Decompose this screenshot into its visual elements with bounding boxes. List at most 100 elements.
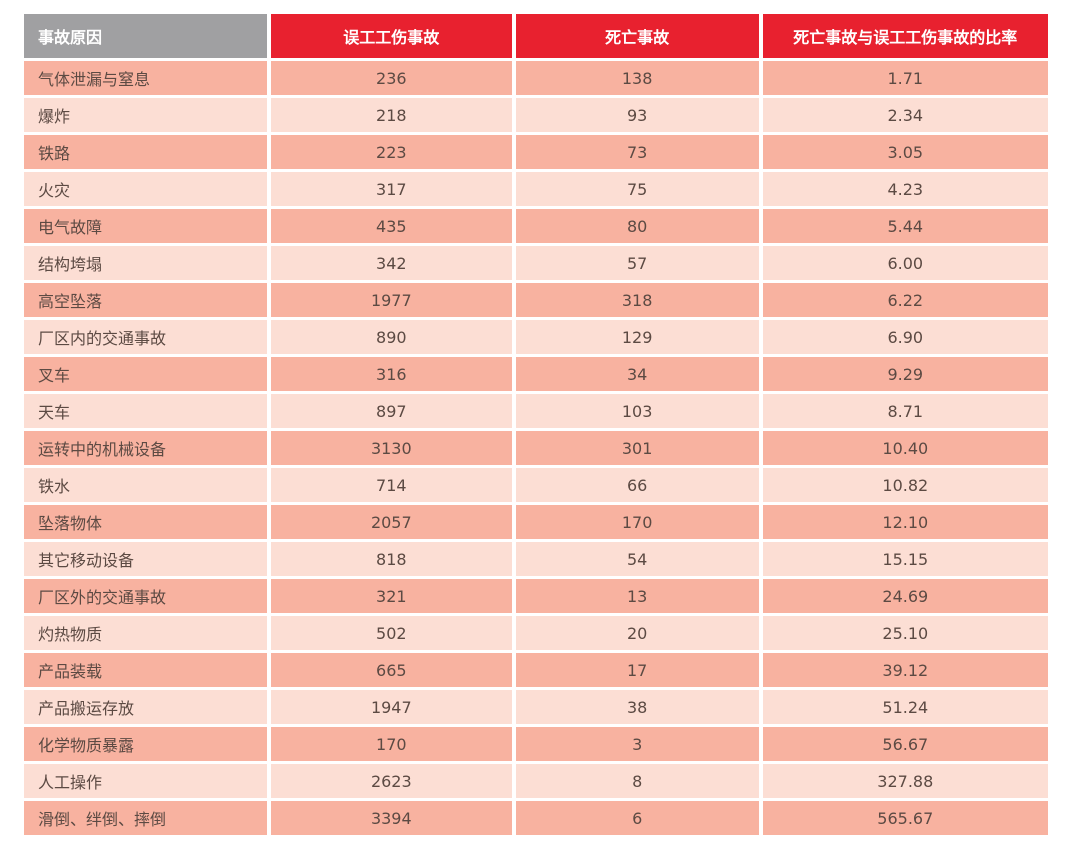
lost-time-injuries-cell: 342 <box>270 246 512 280</box>
table-header: 事故原因 误工工伤事故 死亡事故 死亡事故与误工工伤事故的比率 <box>24 14 1048 58</box>
column-header-cause: 事故原因 <box>24 14 267 58</box>
cause-cell: 厂区内的交通事故 <box>24 320 267 354</box>
ratio-cell: 565.67 <box>762 801 1048 835</box>
table-row: 产品装载 665 17 39.12 <box>24 653 1048 687</box>
cause-cell: 天车 <box>24 394 267 428</box>
fatal-accidents-cell: 93 <box>515 98 759 132</box>
ratio-cell: 6.00 <box>762 246 1048 280</box>
table-row: 叉车 316 34 9.29 <box>24 357 1048 391</box>
fatal-accidents-cell: 57 <box>515 246 759 280</box>
fatal-accidents-cell: 38 <box>515 690 759 724</box>
fatal-accidents-cell: 301 <box>515 431 759 465</box>
cause-cell: 产品装载 <box>24 653 267 687</box>
fatal-accidents-cell: 80 <box>515 209 759 243</box>
lost-time-injuries-cell: 818 <box>270 542 512 576</box>
ratio-cell: 39.12 <box>762 653 1048 687</box>
table-row: 铁路 223 73 3.05 <box>24 135 1048 169</box>
cause-cell: 叉车 <box>24 357 267 391</box>
ratio-cell: 3.05 <box>762 135 1048 169</box>
ratio-cell: 5.44 <box>762 209 1048 243</box>
lost-time-injuries-cell: 897 <box>270 394 512 428</box>
fatal-accidents-cell: 129 <box>515 320 759 354</box>
cause-cell: 人工操作 <box>24 764 267 798</box>
fatal-accidents-cell: 6 <box>515 801 759 835</box>
table-row: 运转中的机械设备 3130 301 10.40 <box>24 431 1048 465</box>
table-row: 灼热物质 502 20 25.10 <box>24 616 1048 650</box>
cause-cell: 火灾 <box>24 172 267 206</box>
lost-time-injuries-cell: 3394 <box>270 801 512 835</box>
fatal-accidents-cell: 138 <box>515 61 759 95</box>
lost-time-injuries-cell: 3130 <box>270 431 512 465</box>
cause-cell: 高空坠落 <box>24 283 267 317</box>
fatal-accidents-cell: 170 <box>515 505 759 539</box>
table-row: 火灾 317 75 4.23 <box>24 172 1048 206</box>
fatal-accidents-cell: 66 <box>515 468 759 502</box>
fatal-accidents-cell: 34 <box>515 357 759 391</box>
lost-time-injuries-cell: 170 <box>270 727 512 761</box>
table-row: 电气故障 435 80 5.44 <box>24 209 1048 243</box>
accident-statistics-table: 事故原因 误工工伤事故 死亡事故 死亡事故与误工工伤事故的比率 气体泄漏与窒息 2… <box>20 11 1052 838</box>
table-row: 高空坠落 1977 318 6.22 <box>24 283 1048 317</box>
ratio-cell: 9.29 <box>762 357 1048 391</box>
cause-cell: 铁路 <box>24 135 267 169</box>
fatal-accidents-cell: 103 <box>515 394 759 428</box>
table-row: 厂区内的交通事故 890 129 6.90 <box>24 320 1048 354</box>
lost-time-injuries-cell: 223 <box>270 135 512 169</box>
cause-cell: 电气故障 <box>24 209 267 243</box>
column-header-fatal-accidents: 死亡事故 <box>515 14 759 58</box>
cause-cell: 化学物质暴露 <box>24 727 267 761</box>
lost-time-injuries-cell: 317 <box>270 172 512 206</box>
ratio-cell: 56.67 <box>762 727 1048 761</box>
ratio-cell: 10.40 <box>762 431 1048 465</box>
ratio-cell: 24.69 <box>762 579 1048 613</box>
lost-time-injuries-cell: 890 <box>270 320 512 354</box>
ratio-cell: 25.10 <box>762 616 1048 650</box>
header-row: 事故原因 误工工伤事故 死亡事故 死亡事故与误工工伤事故的比率 <box>24 14 1048 58</box>
fatal-accidents-cell: 75 <box>515 172 759 206</box>
fatal-accidents-cell: 20 <box>515 616 759 650</box>
ratio-cell: 12.10 <box>762 505 1048 539</box>
lost-time-injuries-cell: 665 <box>270 653 512 687</box>
table-row: 坠落物体 2057 170 12.10 <box>24 505 1048 539</box>
column-header-lost-time-injuries: 误工工伤事故 <box>270 14 512 58</box>
table-body: 气体泄漏与窒息 236 138 1.71 爆炸 218 93 2.34 铁路 223 73 3.05 火… <box>24 61 1048 835</box>
ratio-cell: 15.15 <box>762 542 1048 576</box>
lost-time-injuries-cell: 1977 <box>270 283 512 317</box>
ratio-cell: 4.23 <box>762 172 1048 206</box>
table-row: 其它移动设备 818 54 15.15 <box>24 542 1048 576</box>
table-row: 铁水 714 66 10.82 <box>24 468 1048 502</box>
cause-cell: 运转中的机械设备 <box>24 431 267 465</box>
cause-cell: 滑倒、绊倒、摔倒 <box>24 801 267 835</box>
cause-cell: 气体泄漏与窒息 <box>24 61 267 95</box>
ratio-cell: 1.71 <box>762 61 1048 95</box>
cause-cell: 结构垮塌 <box>24 246 267 280</box>
ratio-cell: 6.22 <box>762 283 1048 317</box>
cause-cell: 厂区外的交通事故 <box>24 579 267 613</box>
lost-time-injuries-cell: 1947 <box>270 690 512 724</box>
cause-cell: 产品搬运存放 <box>24 690 267 724</box>
lost-time-injuries-cell: 2623 <box>270 764 512 798</box>
lost-time-injuries-cell: 435 <box>270 209 512 243</box>
table-row: 爆炸 218 93 2.34 <box>24 98 1048 132</box>
fatal-accidents-cell: 54 <box>515 542 759 576</box>
lost-time-injuries-cell: 714 <box>270 468 512 502</box>
fatal-accidents-cell: 73 <box>515 135 759 169</box>
lost-time-injuries-cell: 218 <box>270 98 512 132</box>
table-row: 天车 897 103 8.71 <box>24 394 1048 428</box>
table-row: 滑倒、绊倒、摔倒 3394 6 565.67 <box>24 801 1048 835</box>
ratio-cell: 8.71 <box>762 394 1048 428</box>
table-row: 化学物质暴露 170 3 56.67 <box>24 727 1048 761</box>
table-row: 产品搬运存放 1947 38 51.24 <box>24 690 1048 724</box>
lost-time-injuries-cell: 316 <box>270 357 512 391</box>
ratio-cell: 327.88 <box>762 764 1048 798</box>
lost-time-injuries-cell: 321 <box>270 579 512 613</box>
fatal-accidents-cell: 3 <box>515 727 759 761</box>
cause-cell: 其它移动设备 <box>24 542 267 576</box>
ratio-cell: 51.24 <box>762 690 1048 724</box>
lost-time-injuries-cell: 2057 <box>270 505 512 539</box>
cause-cell: 爆炸 <box>24 98 267 132</box>
ratio-cell: 6.90 <box>762 320 1048 354</box>
cause-cell: 坠落物体 <box>24 505 267 539</box>
fatal-accidents-cell: 318 <box>515 283 759 317</box>
